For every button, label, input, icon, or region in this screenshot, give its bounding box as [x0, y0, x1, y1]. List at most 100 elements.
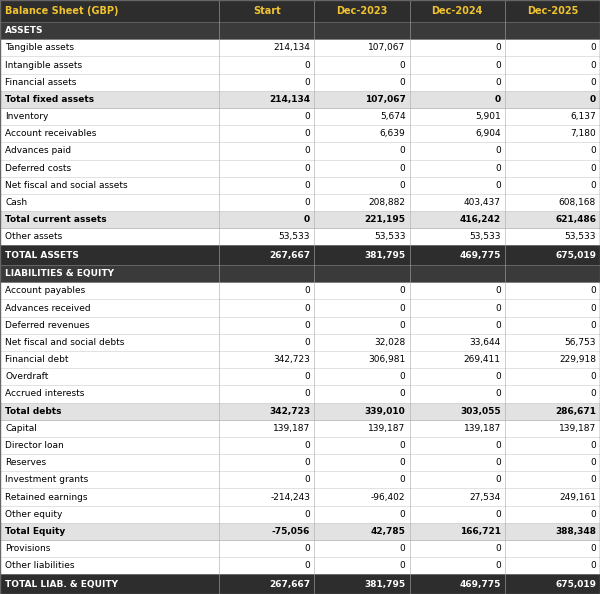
- Text: 0: 0: [304, 215, 310, 224]
- Text: Other assets: Other assets: [5, 232, 62, 241]
- Text: 469,775: 469,775: [460, 580, 501, 589]
- Text: -96,402: -96,402: [371, 492, 406, 501]
- Text: LIABILITIES & EQUITY: LIABILITIES & EQUITY: [5, 269, 114, 278]
- Bar: [0, 56, 600, 74]
- Text: 5,901: 5,901: [475, 112, 501, 121]
- Text: 0: 0: [590, 372, 596, 381]
- Text: 107,067: 107,067: [365, 95, 406, 104]
- Text: 0: 0: [590, 458, 596, 467]
- Text: 0: 0: [400, 181, 406, 190]
- Bar: [0, 334, 600, 351]
- Text: 0: 0: [305, 163, 310, 173]
- Text: 0: 0: [400, 61, 406, 69]
- Bar: [0, 403, 600, 420]
- Text: Dec-2024: Dec-2024: [431, 6, 483, 16]
- Bar: [0, 574, 600, 594]
- Text: 6,137: 6,137: [570, 112, 596, 121]
- Text: 0: 0: [590, 510, 596, 519]
- Text: Deferred revenues: Deferred revenues: [5, 321, 89, 330]
- Text: 0: 0: [305, 510, 310, 519]
- Text: 0: 0: [590, 78, 596, 87]
- Bar: [0, 386, 600, 403]
- Bar: [0, 265, 600, 282]
- Bar: [0, 282, 600, 299]
- Text: Total Equity: Total Equity: [5, 527, 65, 536]
- Text: Account receivables: Account receivables: [5, 129, 97, 138]
- Text: 53,533: 53,533: [279, 232, 310, 241]
- Text: 107,067: 107,067: [368, 43, 406, 52]
- Bar: [0, 177, 600, 194]
- Text: -214,243: -214,243: [270, 492, 310, 501]
- Text: 214,134: 214,134: [274, 43, 310, 52]
- Bar: [0, 488, 600, 505]
- Text: 342,723: 342,723: [274, 355, 310, 364]
- Text: 0: 0: [305, 304, 310, 312]
- Text: Investment grants: Investment grants: [5, 475, 88, 484]
- Text: 221,195: 221,195: [365, 215, 406, 224]
- Text: 0: 0: [400, 544, 406, 553]
- Bar: [0, 317, 600, 334]
- Text: 621,486: 621,486: [555, 215, 596, 224]
- Text: Net fiscal and social assets: Net fiscal and social assets: [5, 181, 128, 190]
- Bar: [0, 523, 600, 540]
- Text: Accrued interests: Accrued interests: [5, 390, 85, 399]
- Text: 0: 0: [590, 561, 596, 570]
- Text: 381,795: 381,795: [364, 251, 406, 260]
- Text: 166,721: 166,721: [460, 527, 501, 536]
- Text: 6,639: 6,639: [380, 129, 406, 138]
- Text: TOTAL ASSETS: TOTAL ASSETS: [5, 251, 79, 260]
- Text: 42,785: 42,785: [371, 527, 406, 536]
- Text: 0: 0: [590, 286, 596, 295]
- Bar: [0, 91, 600, 108]
- Text: 0: 0: [400, 286, 406, 295]
- Text: 0: 0: [495, 147, 501, 156]
- Text: Tangible assets: Tangible assets: [5, 43, 74, 52]
- Text: Total fixed assets: Total fixed assets: [5, 95, 94, 104]
- Text: 208,882: 208,882: [368, 198, 406, 207]
- Text: 0: 0: [305, 129, 310, 138]
- Text: Director loan: Director loan: [5, 441, 64, 450]
- Text: 267,667: 267,667: [269, 580, 310, 589]
- Text: 0: 0: [305, 458, 310, 467]
- Bar: [0, 505, 600, 523]
- Text: 0: 0: [305, 561, 310, 570]
- Text: 0: 0: [305, 198, 310, 207]
- Bar: [0, 228, 600, 245]
- Text: 0: 0: [495, 43, 501, 52]
- Text: 56,753: 56,753: [565, 338, 596, 347]
- Text: Advances received: Advances received: [5, 304, 91, 312]
- Text: 0: 0: [305, 475, 310, 484]
- Text: 0: 0: [495, 304, 501, 312]
- Text: 0: 0: [305, 61, 310, 69]
- Text: 0: 0: [400, 390, 406, 399]
- Text: 0: 0: [305, 147, 310, 156]
- Text: 608,168: 608,168: [559, 198, 596, 207]
- Text: 7,180: 7,180: [570, 129, 596, 138]
- Text: 53,533: 53,533: [469, 232, 501, 241]
- Text: 0: 0: [494, 95, 501, 104]
- Bar: [0, 0, 600, 22]
- Text: 0: 0: [305, 181, 310, 190]
- Text: Financial assets: Financial assets: [5, 78, 76, 87]
- Text: 0: 0: [495, 475, 501, 484]
- Bar: [0, 454, 600, 471]
- Text: 0: 0: [305, 338, 310, 347]
- Text: 0: 0: [590, 147, 596, 156]
- Bar: [0, 437, 600, 454]
- Text: 286,671: 286,671: [555, 407, 596, 416]
- Text: 0: 0: [495, 286, 501, 295]
- Bar: [0, 245, 600, 265]
- Text: 0: 0: [590, 95, 596, 104]
- Text: 0: 0: [495, 544, 501, 553]
- Text: 0: 0: [305, 78, 310, 87]
- Text: Inventory: Inventory: [5, 112, 49, 121]
- Text: 0: 0: [495, 181, 501, 190]
- Text: 0: 0: [495, 458, 501, 467]
- Text: Account payables: Account payables: [5, 286, 85, 295]
- Text: 675,019: 675,019: [555, 580, 596, 589]
- Text: 0: 0: [305, 441, 310, 450]
- Text: 0: 0: [590, 43, 596, 52]
- Text: 0: 0: [495, 372, 501, 381]
- Text: Other liabilities: Other liabilities: [5, 561, 74, 570]
- Text: Overdraft: Overdraft: [5, 372, 49, 381]
